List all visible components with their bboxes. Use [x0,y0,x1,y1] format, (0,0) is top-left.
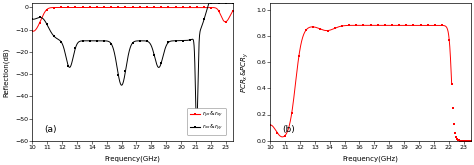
Y-axis label: $PCR_x$&$PCR_y$: $PCR_x$&$PCR_y$ [239,51,251,93]
X-axis label: Frequency(GHz): Frequency(GHz) [105,155,161,162]
Legend: $r_{yx}$&$r_{xy}$, $r_{xx}$&$r_{yy}$: $r_{yx}$&$r_{xy}$, $r_{xx}$&$r_{yy}$ [187,108,226,135]
Y-axis label: Reflection(dB): Reflection(dB) [3,47,9,97]
Text: (a): (a) [45,125,57,134]
X-axis label: Frequency(GHz): Frequency(GHz) [343,155,399,162]
Text: (b): (b) [283,125,295,134]
